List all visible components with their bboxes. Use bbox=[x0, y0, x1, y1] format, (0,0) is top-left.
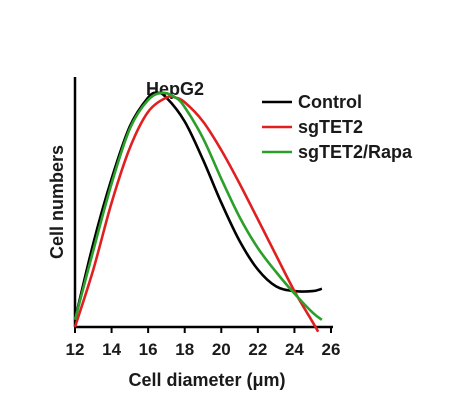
x-tick-label: 12 bbox=[66, 340, 85, 359]
legend: Control sgTET2 sgTET2/Rapa bbox=[262, 92, 413, 162]
legend-label: sgTET2 bbox=[298, 117, 363, 137]
x-tick-label: 24 bbox=[285, 340, 304, 359]
x-tick-label: 14 bbox=[102, 340, 121, 359]
series-line-sgtet2-rapa bbox=[73, 91, 323, 321]
x-tick-label: 20 bbox=[212, 340, 231, 359]
y-axis-label: Cell numbers bbox=[47, 145, 67, 259]
legend-label: sgTET2/Rapa bbox=[298, 142, 413, 162]
x-tick-label: 22 bbox=[248, 340, 267, 359]
series-line-sgtet2 bbox=[73, 95, 320, 333]
legend-label: Control bbox=[298, 92, 362, 112]
x-ticks: 12 14 16 18 20 22 24 26 bbox=[66, 327, 341, 359]
x-axis-label: Cell diameter (μm) bbox=[128, 370, 285, 390]
x-tick-label: 18 bbox=[175, 340, 194, 359]
x-tick-label: 26 bbox=[322, 340, 341, 359]
series-lines bbox=[73, 91, 323, 333]
x-tick-label: 16 bbox=[139, 340, 158, 359]
